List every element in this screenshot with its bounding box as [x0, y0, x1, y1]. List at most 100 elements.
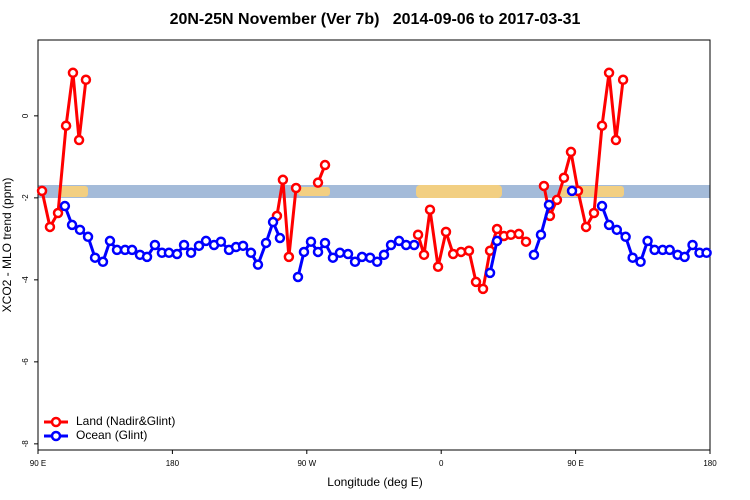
data-point: [385, 239, 397, 251]
y-tick-label: -8: [21, 440, 30, 448]
data-point: [679, 251, 690, 263]
y-tick-label: -6: [21, 358, 30, 366]
data-point: [463, 245, 475, 256]
data-point: [163, 247, 175, 259]
data-point: [200, 235, 212, 247]
data-point: [649, 244, 660, 256]
data-point: [60, 120, 72, 131]
data-point: [66, 219, 78, 231]
data-point: [701, 247, 712, 259]
data-point: [538, 180, 550, 192]
data-point: [596, 120, 608, 131]
data-point: [611, 224, 623, 236]
data-point: [312, 177, 324, 188]
data-point: [305, 236, 317, 247]
data-point: [215, 236, 227, 247]
data-point: [356, 251, 368, 263]
y-tick-label: 0: [21, 113, 30, 118]
data-point: [36, 185, 48, 197]
data-point: [412, 229, 424, 240]
data-point: [378, 249, 390, 261]
data-point: [565, 146, 577, 158]
data-point: [543, 199, 555, 211]
data-point: [580, 221, 592, 233]
map-strip: [38, 185, 710, 198]
data-point: [89, 252, 101, 263]
data-point: [245, 247, 257, 259]
data-point: [603, 67, 615, 79]
data-point: [400, 239, 412, 251]
data-point: [290, 182, 302, 194]
data-point: [73, 134, 85, 146]
chart-title: 20N-25N November (Ver 7b) 2014-09-06 to …: [170, 11, 581, 28]
x-axis-label: Longitude (deg E): [327, 475, 422, 489]
data-point: [491, 235, 503, 247]
legend-marker: [50, 416, 62, 428]
legend-label: Ocean (Glint): [76, 428, 147, 442]
y-tick-label: -4: [21, 276, 30, 284]
data-point: [319, 159, 331, 171]
data-point: [642, 235, 653, 247]
data-point: [82, 231, 94, 243]
data-point: [513, 228, 525, 240]
data-point: [424, 204, 436, 215]
data-point: [528, 249, 540, 261]
data-point: [267, 216, 279, 228]
data-point: [617, 74, 629, 86]
data-point: [596, 200, 608, 212]
data-point: [312, 246, 324, 258]
data-point: [342, 248, 354, 260]
data-point: [620, 231, 631, 243]
data-point: [44, 221, 56, 233]
x-tick-label: 180: [166, 459, 180, 468]
data-point: [334, 247, 346, 259]
data-point: [274, 232, 286, 244]
data-point: [327, 252, 339, 263]
x-tick-label: 90 E: [567, 459, 583, 468]
data-point: [603, 219, 615, 231]
data-point: [298, 246, 310, 258]
x-tick-label: 0: [439, 459, 444, 468]
data-point: [141, 251, 153, 263]
data-point: [80, 74, 92, 86]
legend-marker: [50, 430, 62, 442]
data-point: [610, 134, 622, 146]
data-point: [408, 239, 420, 251]
data-point: [319, 237, 331, 249]
data-point: [104, 235, 116, 247]
data-point: [687, 239, 698, 251]
data-point: [260, 237, 272, 249]
data-point: [440, 226, 452, 238]
data-point: [292, 271, 304, 283]
x-tick-label: 90 W: [297, 459, 316, 468]
data-point: [97, 256, 109, 268]
data-point: [277, 174, 289, 186]
data-point: [237, 240, 249, 252]
x-tick-label: 180: [703, 459, 717, 468]
data-point: [74, 224, 86, 236]
data-point: [171, 248, 183, 260]
y-axis-label: XCO2 - MLO trend (ppm): [0, 178, 14, 313]
data-point: [252, 259, 264, 270]
data-point: [535, 229, 547, 240]
data-point: [67, 67, 79, 79]
data-point: [491, 223, 503, 235]
data-point: [111, 244, 123, 256]
plot-frame: [37, 39, 711, 451]
data-point: [432, 261, 444, 272]
data-point: [349, 256, 361, 268]
data-point: [185, 247, 197, 259]
data-point: [566, 185, 578, 197]
data-point: [418, 249, 430, 261]
data-point: [126, 244, 138, 256]
x-tick-label: 90 E: [30, 459, 46, 468]
legend-label: Land (Nadir&Glint): [76, 414, 175, 428]
data-point: [371, 256, 383, 268]
y-tick-label: -2: [21, 194, 30, 202]
data-point: [283, 251, 295, 263]
data-point: [627, 252, 638, 263]
data-point: [455, 246, 467, 258]
data-point: [477, 283, 489, 295]
data-point: [664, 244, 675, 256]
